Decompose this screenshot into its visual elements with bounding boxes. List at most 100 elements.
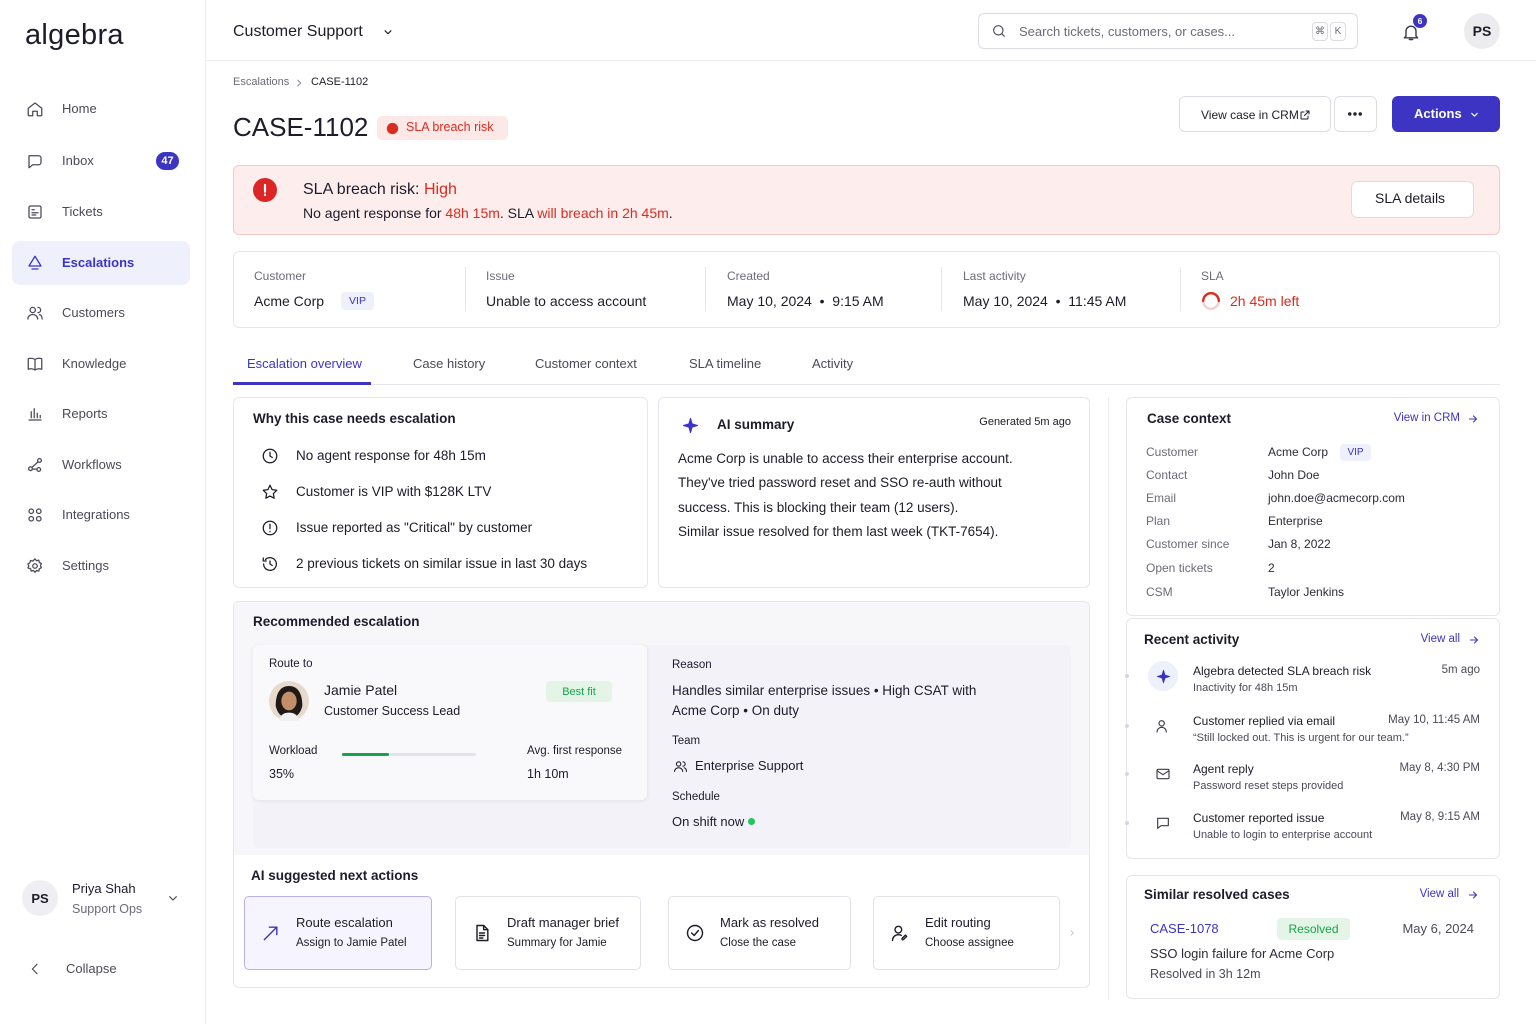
action-card[interactable] [873,896,1060,970]
text-part: . SLA [499,205,538,222]
activity-title: Recent activity [1144,631,1240,647]
context-label: Customer [1146,444,1199,459]
activity-card [1126,618,1500,859]
vip-tag: VIP [1340,444,1371,461]
breadcrumb: CASE-1102 [311,76,369,89]
why-item: Customer is VIP with $128K LTV [296,483,492,499]
view-crm-btn[interactable] [1179,96,1331,132]
divider [465,267,466,311]
more-btn[interactable] [1334,96,1377,132]
nav-icon [28,205,42,219]
tab[interactable]: Customer context [535,355,637,371]
reason-label: Reason [672,658,712,671]
action-card[interactable] [668,896,851,970]
sla-ring [1202,292,1220,310]
bell [1403,25,1419,41]
icon-part [1001,33,1005,37]
case-id[interactable]: CASE-1078 [1150,920,1219,936]
action-icon [476,924,489,942]
search-box[interactable] [978,13,1358,49]
similar-title: Similar resolved cases [1144,886,1290,902]
icon-part [279,712,299,721]
action-subtitle: Assign to Jamie Patel [296,936,407,949]
icon-part [27,102,43,117]
summary-label: Last activity [963,268,1026,283]
context-link[interactable]: View in CRM [1393,411,1460,424]
timeline-dot [1125,724,1129,728]
icon-part [1156,726,1167,733]
icon-part [27,357,43,371]
sla-details-btn[interactable] [1351,181,1474,218]
context-card [1126,397,1500,616]
similar-link[interactable]: View all [1419,887,1459,900]
activity-link[interactable]: View all [1420,632,1460,645]
ai-generated: Generated 5m ago [979,416,1071,429]
ai-line: Acme Corp is unable to access their ente… [678,450,1013,466]
icon-part [673,760,687,772]
alert-message: No agent response for 48h 15m. SLA will … [303,205,673,222]
context-value: Taylor Jenkins [1268,584,1345,599]
icon-part [36,457,43,464]
user-role: Support Ops [72,902,143,917]
summary-value: Acme Corp [254,293,325,310]
recommend-title: Recommended escalation [253,613,420,629]
action-title: Mark as resolved [720,914,819,930]
action-icon [263,926,278,941]
tab[interactable]: SLA timeline [689,355,762,371]
case-date: May 6, 2024 [1402,920,1474,936]
assignee-name: Jamie Patel [324,682,398,699]
summary-label: Created [727,268,770,283]
action-card[interactable] [244,896,432,970]
nav-icon [28,155,42,169]
sla-details-label: SLA details [1375,190,1446,207]
icon-part [262,520,278,536]
user-menu [169,896,177,901]
icon-part [1070,930,1074,936]
timeline-dot [1125,772,1129,776]
nav-icon [27,102,43,117]
icon-part [28,408,42,421]
team-icon [673,760,687,772]
icon-part [1353,112,1357,116]
shortcut-key: ⌘ [1312,22,1328,41]
tab[interactable]: Case history [413,355,486,371]
activity-item-title: Agent reply [1193,761,1254,776]
icon-part [169,896,177,901]
context-label: Contact [1146,467,1188,482]
action-card[interactable] [455,896,641,970]
tab[interactable]: Activity [812,355,854,371]
actions-scroll [1070,930,1074,936]
summary-bar [233,251,1500,328]
tab-underline [233,382,371,385]
icon-part [1156,669,1170,683]
nav-icon [28,508,42,522]
icon-part [28,508,35,515]
icon-part [476,924,489,942]
nav-icon [28,255,42,270]
nav-label: Integrations [62,506,130,522]
external-icon [1300,110,1310,120]
breadcrumb[interactable]: Escalations [233,76,290,89]
more-icon [1348,112,1362,116]
icon-part [28,515,35,522]
summary-value: Unable to access account [486,293,647,310]
tab[interactable]: Escalation overview [247,355,362,371]
icon-part [1202,292,1213,303]
context-value: Acme Corp [1268,444,1329,459]
icon-part [29,306,37,314]
team-value: Enterprise Support [695,757,804,773]
text-part: SLA breach risk: [303,181,424,199]
team-label: Team [672,734,701,747]
action-title: Edit routing [925,914,991,930]
activity-item-title: Customer replied via email [1193,713,1336,728]
nav-icon [27,357,43,371]
logo: algebra [25,19,124,52]
actions-btn[interactable] [1392,96,1500,132]
search-icon [993,25,1005,37]
icon-part [27,558,43,574]
divider [941,267,942,311]
summary-label: SLA [1201,268,1224,283]
icon-part [1469,636,1479,644]
avg-response-value: 1h 10m [527,767,569,782]
assignee-role: Customer Success Lead [324,704,461,719]
